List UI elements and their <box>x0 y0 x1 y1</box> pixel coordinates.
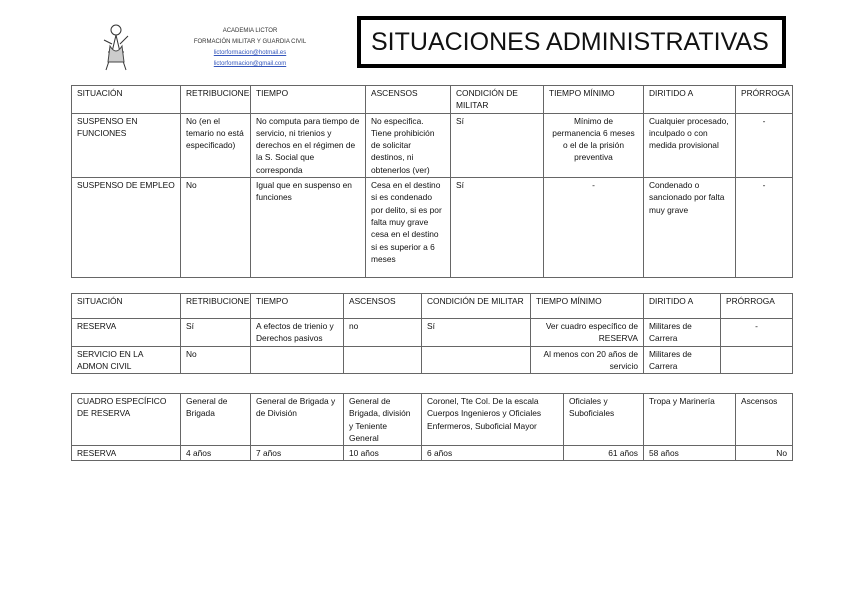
header-cell: TIEMPO <box>250 85 366 114</box>
row: SUSPENSO DE EMPLEO No Igual que en suspens… <box>71 177 793 279</box>
cell: SERVICIO EN LA ADMON CIVIL <box>71 345 181 375</box>
header-cell: TIEMPO MÍNIMO <box>530 293 644 319</box>
header-cell: DIRITIDO A <box>643 85 736 114</box>
cell: no <box>343 318 422 347</box>
header-cell: General de Brigada, división y Teniente … <box>343 392 422 447</box>
cell: Militares de Carrera <box>643 345 721 375</box>
cell: Mínimo de permanencia 6 meses o el de la… <box>543 112 644 179</box>
header-cell: General de Brigada y de División <box>250 392 344 447</box>
header-row: CUADRO ESPECÍFICO DE RESERVA General de B… <box>71 392 793 447</box>
header-cell: CUADRO ESPECÍFICO DE RESERVA <box>71 392 181 447</box>
cell: - <box>735 177 793 279</box>
cell: A efectos de trienio y Derechos pasivos <box>250 318 344 347</box>
cell: No computa para tiempo de servicio, ni t… <box>250 112 366 179</box>
cell: Sí <box>180 318 251 347</box>
cell: 6 años <box>421 445 564 462</box>
cell: SUSPENSO DE EMPLEO <box>71 177 181 279</box>
header-cell: CONDICIÓN DE MILITAR <box>450 85 544 114</box>
header-cell: Ascensos <box>735 392 793 447</box>
cell: Cualquier procesado, inculpado o con med… <box>643 112 736 179</box>
cell: SUSPENSO EN FUNCIONES <box>71 112 181 179</box>
header-cell: CONDICIÓN DE MILITAR <box>421 293 531 319</box>
cell: 7 años <box>250 445 344 462</box>
title: SITUACIONES ADMINISTRATIVAS <box>357 16 786 68</box>
cell: Al menos con 20 años de servicio <box>530 345 644 375</box>
cell: - <box>543 177 644 279</box>
table: CUADRO ESPECÍFICO DE RESERVA General de B… <box>71 392 793 462</box>
cell: Sí <box>450 112 544 179</box>
cell: Cesa en el destino si es condenado por d… <box>365 177 451 279</box>
cell: No (en el temario no está especificado) <box>180 112 251 179</box>
header-cell: ASCENSOS <box>343 293 422 319</box>
link[interactable]: lictorformacion@hotmail.es <box>213 50 287 56</box>
subtitle: FORMACIÓN MILITAR Y GUARDIA CIVIL <box>193 39 307 45</box>
header-cell: General de Brigada <box>180 392 251 447</box>
logo <box>103 24 129 71</box>
table: SITUACIÓN RETRIBUCIONES TIEMPO ASCENSOS COND… <box>71 293 793 375</box>
link[interactable]: lictorformacion@gmail.com <box>213 61 287 67</box>
cell <box>250 345 344 375</box>
cell: 61 años <box>563 445 644 462</box>
header-cell: PRÓRROGA <box>720 293 793 319</box>
cell: No <box>180 177 251 279</box>
cell: 58 años <box>643 445 736 462</box>
cell: 10 años <box>343 445 422 462</box>
cell: Ver cuadro específico de RESERVA <box>530 318 644 347</box>
cell <box>421 345 531 375</box>
header-cell: Coronel, Tte Col. De la escala Cuerpos I… <box>421 392 564 447</box>
header-cell: TIEMPO MÍNIMO <box>543 85 644 114</box>
row: RESERVA Sí A efectos de trienio y Derechos… <box>71 318 793 347</box>
header-cell: DIRITIDO A <box>643 293 721 319</box>
cell: - <box>720 318 793 347</box>
cell: Militares de Carrera <box>643 318 721 347</box>
header-cell: RETRIBUCIONES <box>180 85 251 114</box>
header-row: SITUACIÓN RETRIBUCIONES TIEMPO ASCENSOS COND… <box>71 85 793 114</box>
org: ACADEMIA LICTOR <box>222 28 278 34</box>
cell <box>343 345 422 375</box>
cell: No <box>180 345 251 375</box>
header-cell: ASCENSOS <box>365 85 451 114</box>
cell: No especifica. Tiene prohibición de soli… <box>365 112 451 179</box>
row: SERVICIO EN LA ADMON CIVIL No Al menos con… <box>71 345 793 375</box>
cell: 4 años <box>180 445 251 462</box>
header: ACADEMIA LICTOR FORMACIÓN MILITAR Y GUAR… <box>170 26 330 70</box>
header-cell: RETRIBUCIONES <box>180 293 251 319</box>
cell: No <box>735 445 793 462</box>
table: SITUACIÓN RETRIBUCIONES TIEMPO ASCENSOS COND… <box>71 85 793 279</box>
row: RESERVA 4 años 7 años 10 años 6 años 61 años 5… <box>71 445 793 462</box>
cell: Sí <box>450 177 544 279</box>
cell: - <box>735 112 793 179</box>
header-cell: Tropa y Marinería <box>643 392 736 447</box>
header-row: SITUACIÓN RETRIBUCIONES TIEMPO ASCENSOS COND… <box>71 293 793 319</box>
cell: Igual que en suspenso en funciones <box>250 177 366 279</box>
cell: Condenado o sancionado por falta muy gra… <box>643 177 736 279</box>
cell: Sí <box>421 318 531 347</box>
row: SUSPENSO EN FUNCIONES No (en el temario n… <box>71 112 793 179</box>
cell: RESERVA <box>71 318 181 347</box>
header-cell: SITUACIÓN <box>71 85 181 114</box>
cell <box>720 345 793 375</box>
cell: RESERVA <box>71 445 181 462</box>
header-cell: TIEMPO <box>250 293 344 319</box>
header-cell: PRÓRROGA <box>735 85 793 114</box>
header-cell: Oficiales y Suboficiales <box>563 392 644 447</box>
header-cell: SITUACIÓN <box>71 293 181 319</box>
